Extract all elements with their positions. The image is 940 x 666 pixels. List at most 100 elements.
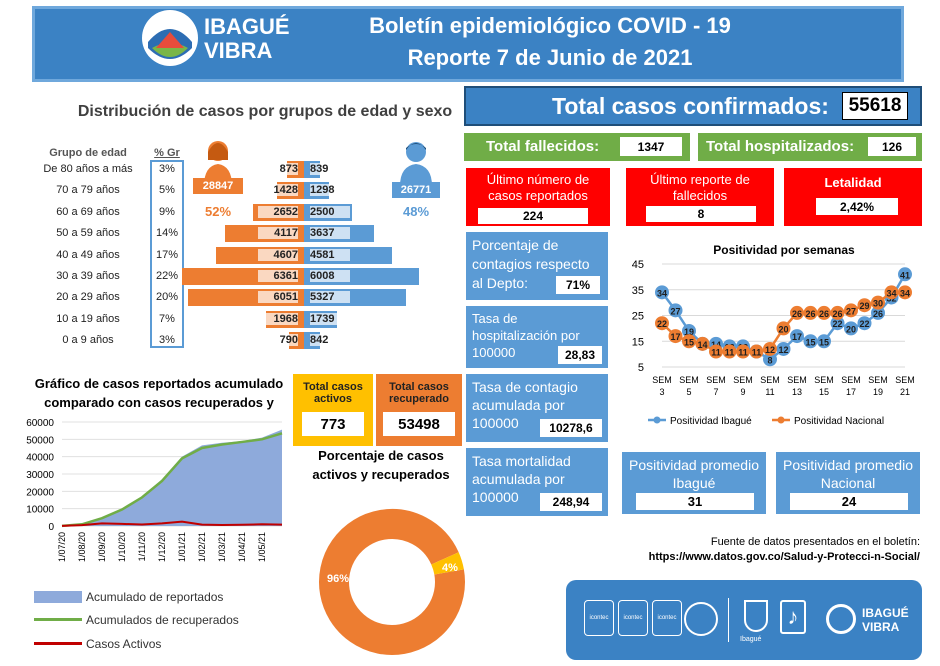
hosp-rate-value: 28,83 [558, 346, 602, 364]
age-group-pct: 7% [159, 312, 175, 325]
active-value: 773 [302, 412, 364, 436]
donut-chart [319, 509, 465, 655]
positivity-point [776, 341, 791, 356]
age-group-label: De 80 años a más [43, 163, 133, 175]
pos-nacional-label: Positividad promedio Nacional [783, 457, 913, 491]
positivity-point [844, 303, 858, 318]
positivity-point-label: 12 [765, 345, 775, 355]
positivity-point [857, 298, 872, 313]
positivity-point [871, 305, 885, 320]
positivity-point-label: 15 [819, 337, 829, 347]
deaths-value: 1347 [620, 137, 682, 156]
donut-recovered-label: 96% [327, 573, 350, 585]
positivity-xtick: SEM [895, 375, 915, 385]
age-group-pct: 5% [159, 184, 175, 197]
header-logo-text-1: IBAGUÉ [204, 14, 290, 39]
positivity-title: Positividad por semanas [713, 243, 855, 257]
positivity-xtick-num: 5 [686, 387, 691, 397]
positivity-xtick-num: 13 [792, 387, 802, 397]
recovered-value: 53498 [383, 412, 455, 436]
last-cases-value: 224 [478, 208, 588, 224]
cumulative-line-2 [61, 520, 283, 527]
age-group-pct: 9% [159, 205, 175, 218]
icontec-badge-1-label: icontec [589, 615, 609, 621]
ibague-logo-header: IBAGUÉ VIBRA [138, 8, 308, 74]
positivity-xtick-num: 15 [819, 387, 829, 397]
donut-title: Porcentaje de casos activos y recuperado… [312, 448, 450, 482]
city-shield-icon [744, 600, 768, 632]
positivity-point-label: 11 [711, 348, 721, 358]
cumulative-ytick: 20000 [26, 487, 54, 498]
positivity-chart: Positividad por semanas 5 15 25 35 45 SEM 3 SEM 5… [632, 243, 915, 427]
pyramid-col-pct: % Gr [154, 147, 180, 159]
positivity-xtick-num: 3 [659, 387, 664, 397]
positivity-ytick: 25 [632, 311, 644, 323]
legend-recovered: Acumulados de recuperados [86, 613, 239, 627]
positivity-point [695, 336, 710, 351]
pct-contagion-label: Porcentaje de contagios respecto al Dept… [472, 237, 590, 291]
contagion-rate-label: Tasa de contagio acumulada por 100000 [472, 379, 578, 431]
source-line2: https://www.datos.gov.co/Salud-y-Protecc… [648, 551, 920, 563]
legend-recovered-swatch [34, 618, 82, 621]
contagion-rate-value: 10278,6 [540, 419, 602, 437]
positivity-point-label: 22 [657, 319, 667, 329]
last-deaths-label: Último reporte de fallecidos [650, 172, 750, 203]
header-title-2: Reporte 7 de Junio de 2021 [407, 45, 693, 70]
positivity-xtick-num: 19 [873, 387, 883, 397]
last-deaths-value: 8 [646, 206, 756, 222]
age-group-label: 20 a 29 años [56, 291, 120, 304]
cumulative-xtick: 1/09/20 [97, 532, 107, 562]
age-group-label: 0 a 9 años [62, 334, 114, 347]
legend-ibague-label: Positividad Ibagué [670, 416, 752, 427]
male-value: 2500 [310, 205, 350, 218]
footer-city-label: Ibagué [740, 636, 762, 643]
age-group-pct: 3% [159, 163, 175, 175]
male-value: 4581 [310, 248, 350, 261]
lethality-box [784, 168, 922, 226]
footer-divider [728, 598, 729, 642]
age-group-pct: 22% [155, 270, 179, 282]
positivity-point [749, 344, 764, 359]
cumulative-reported-area [62, 429, 282, 526]
legend-reported-swatch [34, 591, 82, 603]
lethality-value: 2,42% [816, 198, 898, 215]
positivity-point-label: 11 [738, 348, 748, 358]
iqnet-seal-icon [684, 602, 718, 636]
cumulative-xtick: 1/02/21 [197, 532, 207, 562]
positivity-point-label: 26 [805, 309, 815, 319]
positivity-xtick: SEM [841, 375, 861, 385]
header-title-1: Boletín epidemiológico COVID - 19 [369, 13, 731, 38]
positivity-point [763, 341, 777, 356]
positivity-xtick-num: 11 [765, 387, 774, 397]
age-group-label: 60 a 69 años [56, 205, 120, 218]
male-value: 1298 [310, 184, 350, 197]
cumulative-ytick: 40000 [26, 453, 54, 464]
positivity-point [817, 334, 831, 349]
male-total: 26771 [392, 182, 440, 198]
female-value: 1968 [258, 312, 298, 325]
cumulative-title: Gráfico de casos reportados acumulado co… [34, 376, 284, 410]
positivity-xtick-num: 9 [740, 387, 745, 397]
positivity-point-label: 26 [873, 309, 883, 319]
female-value: 790 [258, 334, 298, 347]
mortality-rate-label: Tasa mortalidad acumulada por 100000 [472, 453, 571, 505]
positivity-point [830, 305, 845, 320]
positivity-point-label: 26 [832, 309, 842, 319]
age-group-pct: 17% [155, 248, 179, 261]
legend-ibague-marker [653, 416, 661, 424]
positivity-point [844, 321, 858, 336]
positivity-point [682, 334, 696, 349]
positivity-point-label: 17 [792, 332, 802, 342]
positivity-point-label: 20 [846, 324, 856, 334]
positivity-point [857, 316, 872, 331]
positivity-point-label: 30 [873, 299, 883, 309]
cumulative-xtick: 1/10/20 [117, 532, 127, 562]
ibague-emblem-icon [142, 10, 198, 66]
music-note-icon: ♪ [780, 600, 806, 634]
pyramid-title: Distribución de casos por grupos de edad… [77, 103, 453, 120]
positivity-xtick: SEM [733, 375, 753, 385]
icontec-badge-1: icontec [584, 600, 614, 636]
legend-nacional-marker [777, 416, 785, 424]
positivity-point [655, 285, 669, 300]
footer-logo-text-1: IBAGUÉ [862, 606, 909, 620]
